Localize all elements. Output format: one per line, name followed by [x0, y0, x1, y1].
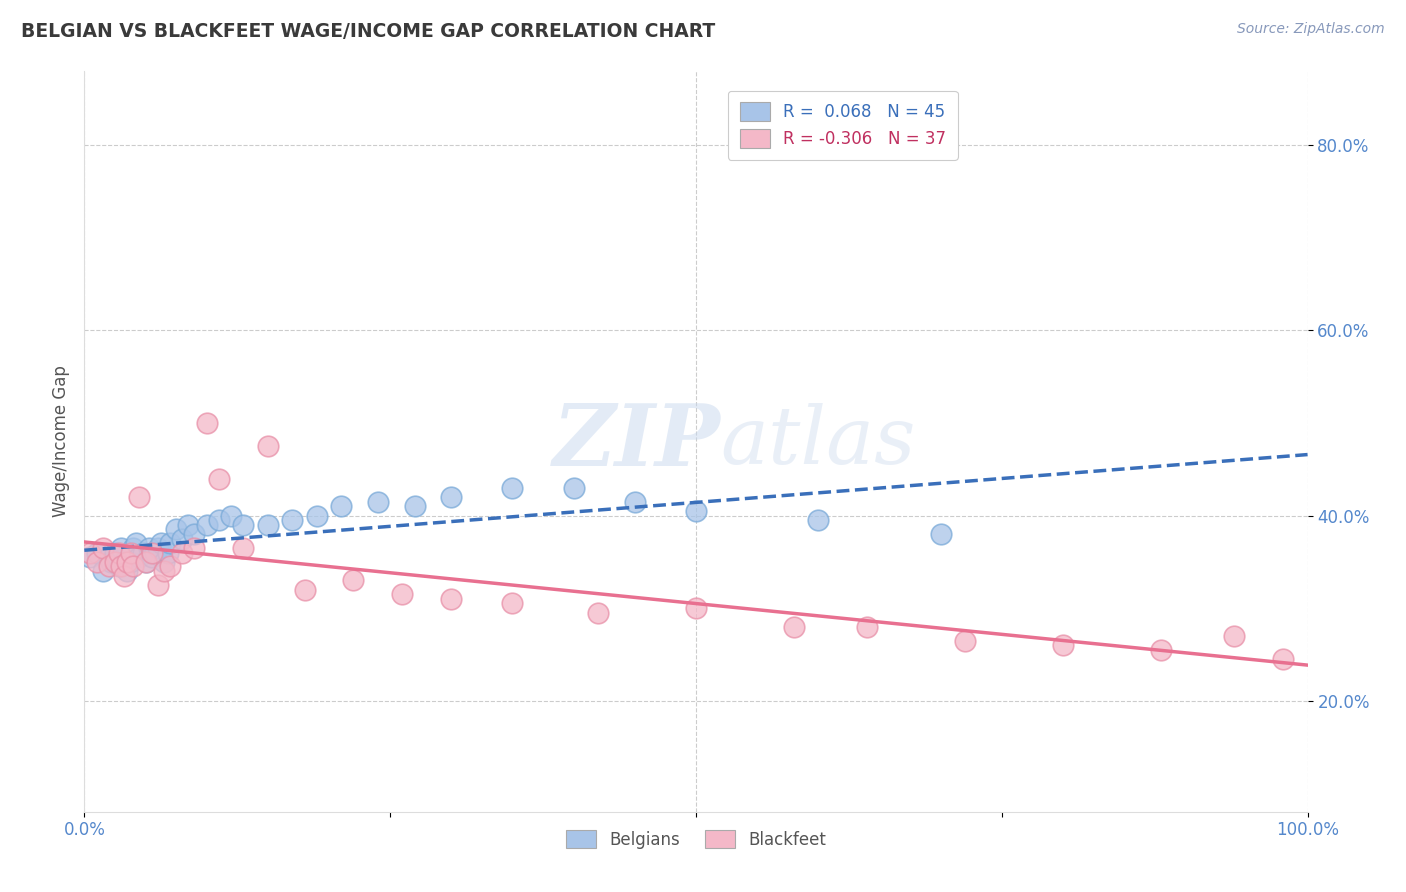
Point	[141, 546, 163, 560]
Point	[281, 513, 304, 527]
Point	[118, 555, 141, 569]
Point	[257, 517, 280, 532]
Point	[112, 555, 135, 569]
Point	[165, 523, 187, 537]
Point	[929, 527, 952, 541]
Point	[110, 559, 132, 574]
Point	[330, 500, 353, 514]
Y-axis label: Wage/Income Gap: Wage/Income Gap	[52, 366, 70, 517]
Point	[146, 578, 169, 592]
Point	[141, 550, 163, 565]
Point	[367, 494, 389, 508]
Point	[404, 500, 426, 514]
Text: ZIP: ZIP	[553, 400, 720, 483]
Point	[1272, 652, 1295, 666]
Point	[150, 536, 173, 550]
Point	[153, 555, 176, 569]
Text: atlas: atlas	[720, 403, 915, 480]
Point	[440, 591, 463, 606]
Point	[107, 546, 129, 560]
Point	[195, 416, 218, 430]
Point	[138, 541, 160, 555]
Point	[232, 517, 254, 532]
Point	[257, 439, 280, 453]
Point	[104, 555, 127, 569]
Point	[294, 582, 316, 597]
Point	[91, 564, 114, 578]
Point	[115, 555, 138, 569]
Point	[156, 546, 179, 560]
Point	[97, 559, 120, 574]
Point	[177, 517, 200, 532]
Text: BELGIAN VS BLACKFEET WAGE/INCOME GAP CORRELATION CHART: BELGIAN VS BLACKFEET WAGE/INCOME GAP COR…	[21, 22, 716, 41]
Text: Source: ZipAtlas.com: Source: ZipAtlas.com	[1237, 22, 1385, 37]
Point	[159, 536, 181, 550]
Point	[807, 513, 830, 527]
Point	[132, 546, 155, 560]
Point	[342, 574, 364, 588]
Point	[159, 559, 181, 574]
Point	[219, 508, 242, 523]
Point	[135, 555, 157, 569]
Point	[183, 541, 205, 555]
Point	[1150, 642, 1173, 657]
Point	[502, 597, 524, 611]
Point	[783, 619, 806, 633]
Point	[122, 541, 145, 555]
Point	[107, 559, 129, 574]
Point	[562, 481, 585, 495]
Point	[305, 508, 328, 523]
Point	[586, 606, 609, 620]
Point	[104, 546, 127, 560]
Point	[1223, 629, 1246, 643]
Point	[208, 513, 231, 527]
Point	[143, 546, 166, 560]
Point	[120, 546, 142, 560]
Point	[1052, 638, 1074, 652]
Point	[232, 541, 254, 555]
Point	[79, 550, 101, 565]
Point	[183, 527, 205, 541]
Point	[112, 568, 135, 582]
Point	[624, 494, 647, 508]
Point	[128, 490, 150, 504]
Legend: Belgians, Blackfeet: Belgians, Blackfeet	[560, 823, 832, 855]
Point	[115, 564, 138, 578]
Point	[391, 587, 413, 601]
Point	[97, 550, 120, 565]
Point	[953, 633, 976, 648]
Point	[91, 541, 114, 555]
Point	[172, 532, 194, 546]
Point	[440, 490, 463, 504]
Point	[125, 536, 148, 550]
Point	[502, 481, 524, 495]
Point	[195, 517, 218, 532]
Point	[172, 546, 194, 560]
Point	[128, 550, 150, 565]
Point	[122, 559, 145, 574]
Point	[208, 471, 231, 485]
Point	[856, 619, 879, 633]
Point	[86, 555, 108, 569]
Point	[110, 541, 132, 555]
Point	[685, 601, 707, 615]
Point	[685, 504, 707, 518]
Point	[153, 564, 176, 578]
Point	[146, 541, 169, 555]
Point	[100, 555, 122, 569]
Point	[135, 555, 157, 569]
Point	[86, 546, 108, 560]
Point	[79, 546, 101, 560]
